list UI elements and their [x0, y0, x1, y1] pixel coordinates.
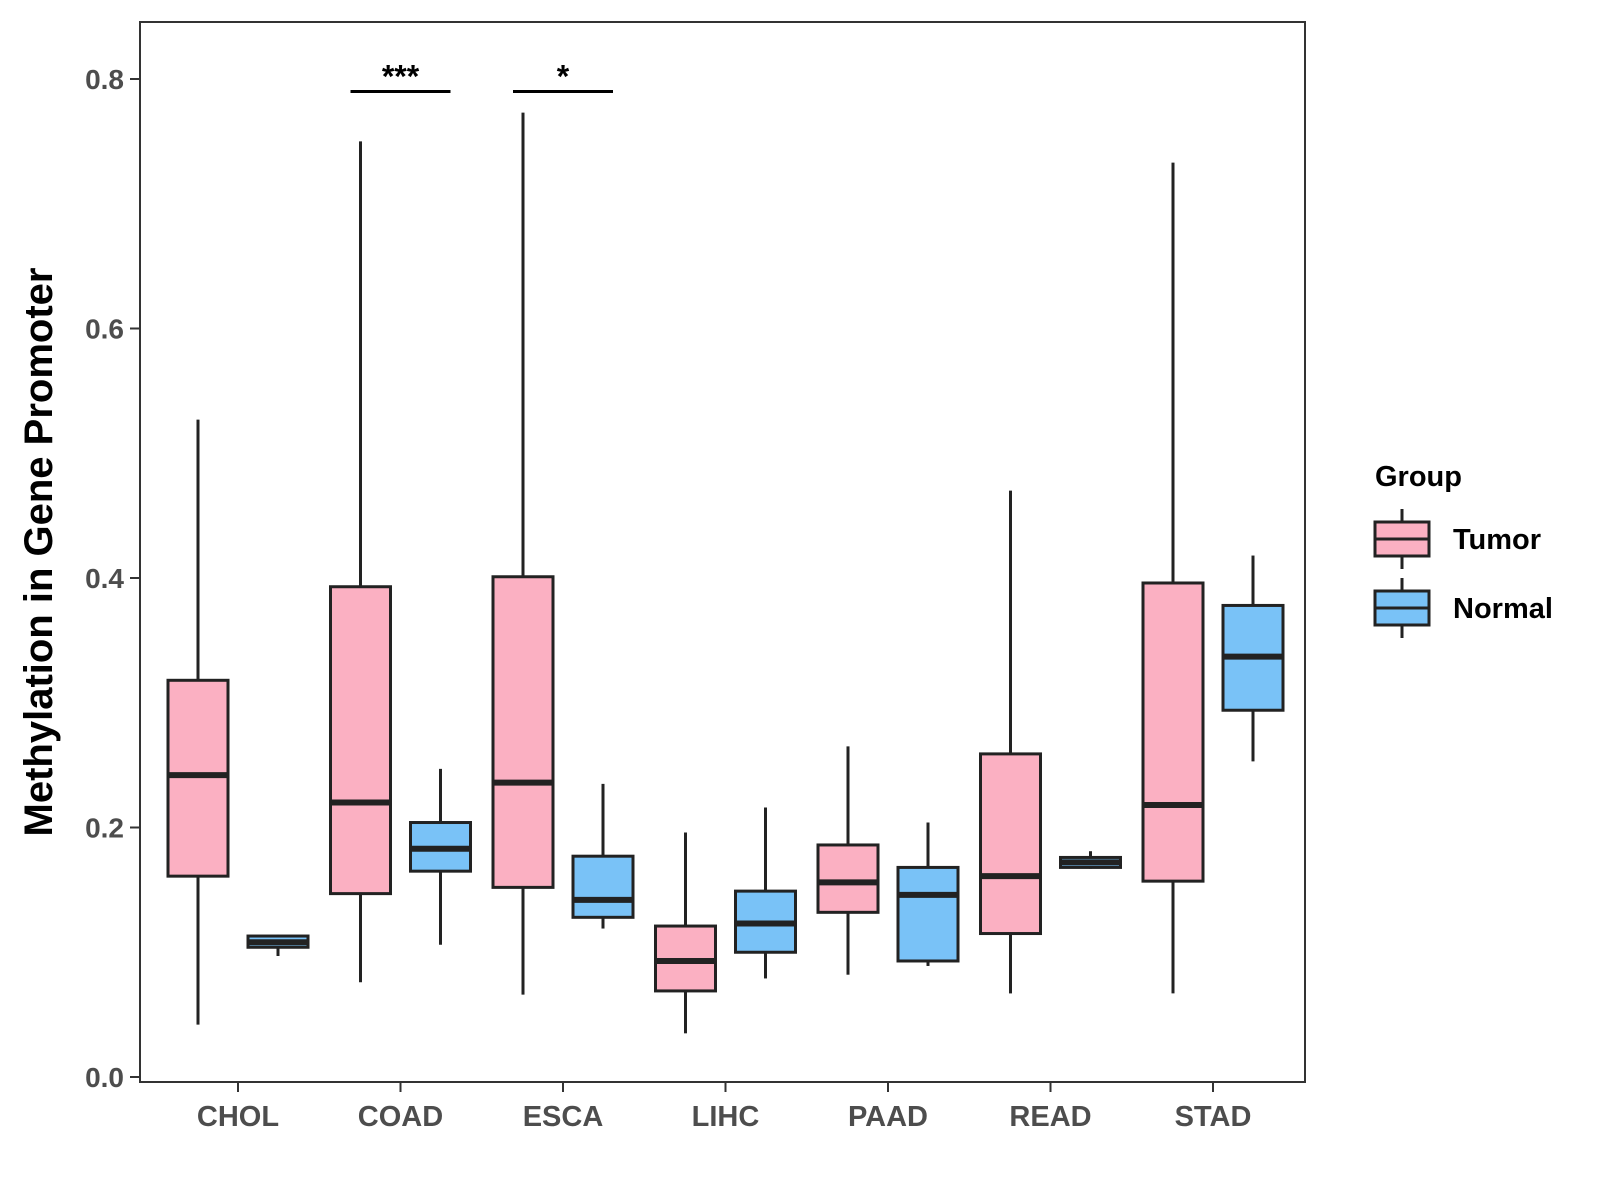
x-tick-label: CHOL: [197, 1101, 279, 1133]
y-tick-label: 0.6: [85, 314, 124, 345]
legend-label: Tumor: [1453, 524, 1541, 556]
significance-label: *: [557, 58, 570, 94]
y-tick-label: 0.4: [85, 563, 124, 594]
y-tick-label: 0.2: [85, 813, 124, 844]
box-iqr: [329, 585, 392, 896]
x-tick-label: ESCA: [523, 1101, 604, 1133]
legend: Group Tumor Normal: [1373, 461, 1553, 638]
significance-layer: *** *: [350, 58, 613, 94]
legend-title: Group: [1375, 461, 1462, 493]
box-iqr: [571, 854, 635, 919]
significance-label: ***: [382, 58, 420, 94]
y-axis: 0.0 0.2 0.4 0.6 0.8: [85, 64, 140, 1093]
x-tick-label: COAD: [358, 1101, 443, 1133]
box-tumor-lihc: [654, 832, 717, 1034]
legend-item-normal: Normal: [1373, 578, 1553, 638]
box-normal-paad: [896, 822, 960, 966]
boxes-layer: [166, 112, 1285, 1034]
box-normal-coad: [409, 768, 472, 945]
box-normal-lihc: [734, 807, 797, 979]
box-iqr: [816, 843, 880, 914]
x-tick-label: LIHC: [692, 1101, 760, 1133]
box-iqr: [979, 752, 1042, 936]
plot-panel: [139, 21, 1306, 1083]
y-axis-title: Methylation in Gene Promoter: [17, 268, 61, 837]
x-axis: CHOL COAD ESCA LIHC PAAD READ STAD: [197, 1082, 1251, 1133]
box-iqr: [491, 575, 555, 889]
box-normal-esca: [571, 783, 635, 929]
box-tumor-coad: [329, 141, 392, 983]
x-tick-label: PAAD: [848, 1101, 928, 1133]
box-tumor-read: [979, 490, 1042, 994]
box-iqr: [166, 678, 230, 878]
box-tumor-stad: [1141, 162, 1205, 994]
box-iqr: [896, 865, 960, 963]
y-tick-label: 0.0: [85, 1062, 124, 1093]
legend-label: Normal: [1453, 593, 1553, 625]
legend-key: [1373, 509, 1431, 569]
box-tumor-paad: [816, 746, 880, 975]
legend-key: [1373, 578, 1431, 638]
box-tumor-esca: [491, 112, 555, 995]
y-tick-label: 0.8: [85, 64, 124, 95]
x-tick-label: STAD: [1175, 1101, 1252, 1133]
box-normal-chol: [246, 934, 310, 956]
box-tumor-chol: [166, 419, 230, 1025]
legend-item-tumor: Tumor: [1373, 509, 1541, 569]
box-normal-stad: [1221, 555, 1285, 762]
x-tick-label: READ: [1009, 1101, 1091, 1133]
box-normal-read: [1059, 851, 1122, 869]
box-iqr: [1141, 581, 1205, 883]
